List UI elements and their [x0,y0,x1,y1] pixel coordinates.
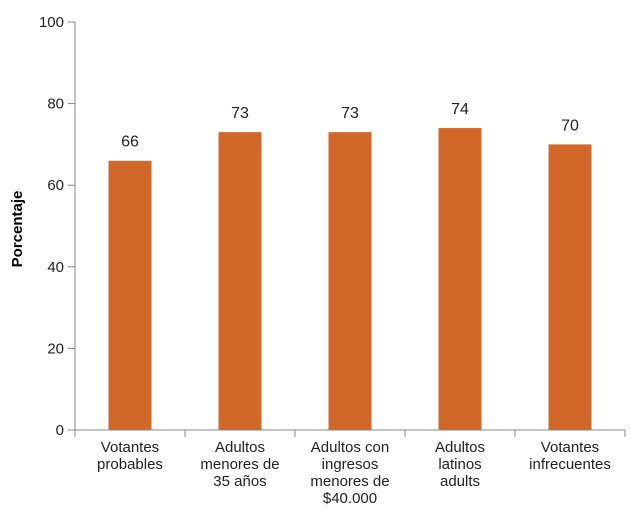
y-tick-label: 0 [56,422,64,439]
y-tick-label: 60 [47,177,64,194]
bar [438,128,482,430]
y-axis-title: Porcentaje [9,191,26,268]
bar [108,160,152,430]
x-tick-label: Adultos latinos adults [435,439,485,490]
y-tick-label: 100 [39,14,64,31]
data-label: 66 [121,134,139,151]
bar [548,144,592,430]
y-tick-label: 20 [47,340,64,357]
bar [328,132,372,430]
x-tick-label: Adultos menores de 35 años [200,439,279,490]
y-tick-label: 40 [47,259,64,276]
x-tick-label: Votantes infrecuentes [529,439,611,473]
y-tick-label: 80 [47,96,64,113]
data-label: 74 [451,101,469,118]
x-tick-label: Votantes probables [97,439,163,473]
data-label: 73 [341,105,359,122]
data-label: 70 [561,117,579,134]
data-label: 73 [231,105,249,122]
x-tick-label: Adultos con ingresos menores de $40.000 [310,439,389,507]
bar [218,132,262,430]
